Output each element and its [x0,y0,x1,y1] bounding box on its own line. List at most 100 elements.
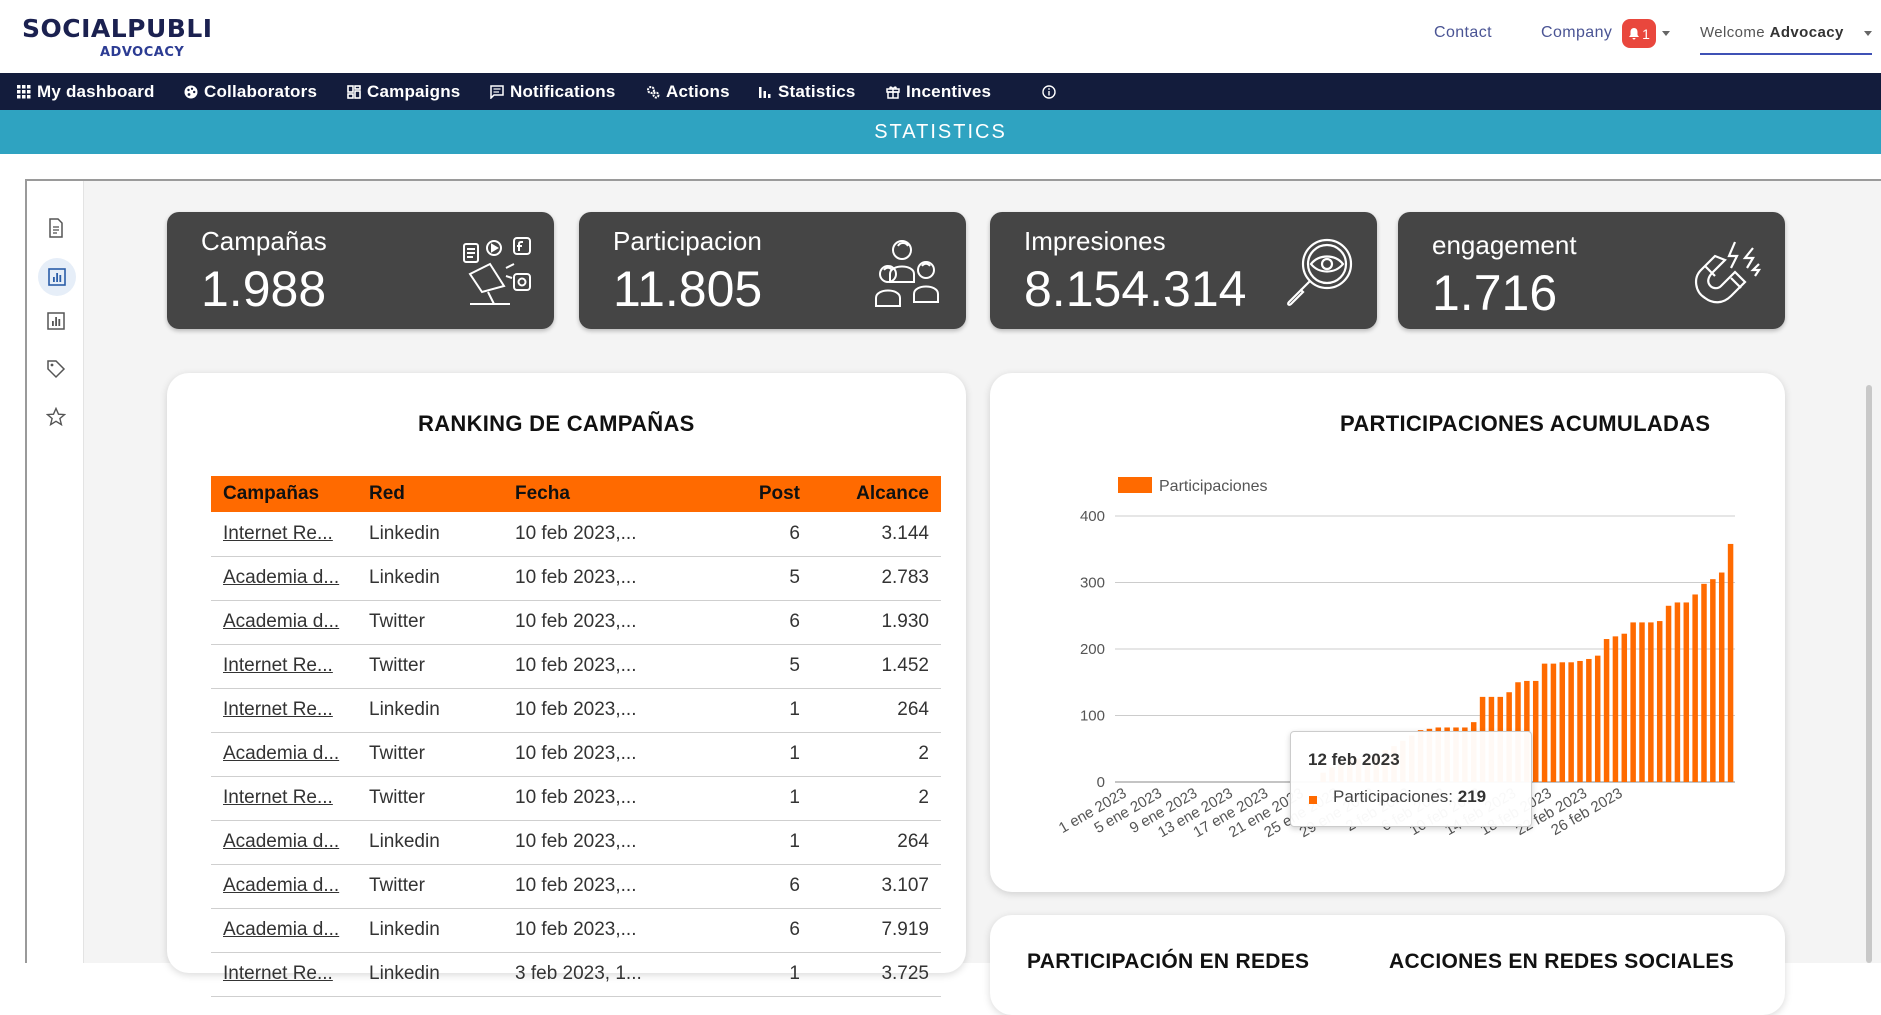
table-row: Internet Re... Twitter 10 feb 2023,... 5 1.4… [211,644,941,689]
nav-collaborators[interactable]: Collaborators [184,73,317,110]
kpi-card-campaigns: Campañas 1.988 [167,212,554,329]
sidebar-statistics[interactable] [38,258,76,296]
y-tick-label: 100 [1080,708,1105,725]
chart-bar[interactable] [1683,602,1690,782]
column-header-fecha[interactable]: Fecha [503,476,673,512]
cell-fecha: 10 feb 2023,... [503,732,673,777]
ranking-table: Campañas Red Fecha Post Alcance Internet… [211,476,941,997]
cell-post: 6 [673,600,812,645]
table-row: Internet Re... Linkedin 10 feb 2023,... 6 3.… [211,512,941,557]
participaciones-title: PARTICIPACIONES ACUMULADAS [1340,411,1711,436]
cell-red: Twitter [357,864,503,909]
chart-bar[interactable] [1639,622,1645,782]
sidebar-tags[interactable] [41,354,71,384]
cell-alcance: 7.919 [812,908,941,953]
user-caret-icon[interactable] [1864,31,1872,36]
cell-campana[interactable]: Academia d... [211,864,357,909]
sidebar-document[interactable] [41,213,71,243]
chart-bar[interactable] [1559,662,1566,782]
cell-red: Linkedin [357,952,503,997]
cell-fecha: 10 feb 2023,... [503,600,673,645]
info-button[interactable] [1042,73,1056,110]
cell-fecha: 10 feb 2023,... [503,556,673,601]
cell-post: 1 [673,952,812,997]
column-header-red[interactable]: Red [357,476,503,512]
chart-bar[interactable] [1727,543,1734,782]
cell-campana[interactable]: Academia d... [211,908,357,953]
kpi-label: Campañas [201,226,327,256]
table-row: Academia d... Linkedin 10 feb 2023,... 5 2.7… [211,556,941,601]
cell-campana[interactable]: Internet Re... [211,512,357,557]
cell-post: 6 [673,512,812,557]
column-header-campanas[interactable]: Campañas [211,476,357,512]
cell-campana[interactable]: Academia d... [211,556,357,601]
chart-bar[interactable] [1674,602,1681,782]
cell-alcance: 2.783 [812,556,941,601]
cell-red: Linkedin [357,908,503,953]
kpi-label: engagement [1432,230,1577,260]
chart-bar[interactable] [1630,622,1636,782]
cell-campana[interactable]: Internet Re... [211,776,357,821]
y-tick-label: 200 [1080,641,1105,658]
chart-bar[interactable] [1692,594,1698,782]
kpi-card-participacion: Participacion 11.805 [579,212,966,329]
chart-bar[interactable] [1701,583,1707,782]
chart-bar[interactable] [1541,663,1548,782]
legend-label[interactable]: Participaciones [1159,478,1268,495]
nav-statistics[interactable]: Statistics [758,73,856,110]
chart-bar[interactable] [1568,662,1574,782]
chart-bar[interactable] [1621,633,1628,782]
kpi-value: 1.988 [201,261,327,317]
cell-red: Twitter [357,776,503,821]
cell-campana[interactable]: Internet Re... [211,952,357,997]
cell-campana[interactable]: Internet Re... [211,644,357,689]
contact-link[interactable]: Contact [1434,24,1492,41]
chart-bar[interactable] [1577,660,1583,782]
notifications-badge[interactable]: 1 [1622,19,1656,48]
cell-campana[interactable]: Internet Re... [211,688,357,733]
chat-icon [490,84,504,99]
chart-bar[interactable] [1532,680,1539,782]
notification-count: 1 [1642,25,1650,42]
logo-subtext: ADVOCACY [100,45,185,60]
chart-bar[interactable] [1665,605,1672,782]
chart-bar[interactable] [1648,622,1654,782]
chart-bar[interactable] [1603,639,1610,782]
chart-bar[interactable] [1718,572,1725,782]
chart-bar[interactable] [1710,579,1716,782]
company-caret-icon[interactable] [1662,31,1670,36]
nav-actions[interactable]: Actions [646,73,730,110]
company-menu[interactable]: Company [1541,24,1613,41]
vertical-scrollbar[interactable] [1866,385,1872,963]
kpi-label: Participacion [613,226,762,256]
nav-my-dashboard[interactable]: My dashboard [17,73,155,110]
welcome-user-menu[interactable]: Welcome Advocacy [1700,24,1844,41]
chart-bar[interactable] [1586,658,1592,782]
cell-campana[interactable]: Academia d... [211,732,357,777]
sidebar-favorites[interactable] [41,402,71,432]
nav-notifications[interactable]: Notifications [490,73,616,110]
chart-bar[interactable] [1612,636,1619,782]
kpi-card-impresiones: Impresiones 8.154.314 [990,212,1377,329]
nav-incentives[interactable]: Incentives [886,73,991,110]
table-header-row: Campañas Red Fecha Post Alcance [211,476,941,512]
cell-campana[interactable]: Academia d... [211,600,357,645]
socialpubli-logo[interactable]: SOCIALPUBLI ADVOCACY [22,14,213,60]
column-header-alcance[interactable]: Alcance [812,476,941,512]
table-row: Academia d... Twitter 10 feb 2023,... 6 3.10… [211,864,941,909]
cell-alcance: 264 [812,688,941,733]
column-header-post[interactable]: Post [673,476,812,512]
chart-bar[interactable] [1594,655,1601,782]
palette-icon [184,85,198,98]
sidebar-report[interactable] [41,306,71,336]
chart-bar[interactable] [1656,621,1663,782]
chart-bar[interactable] [1550,663,1557,782]
cell-campana[interactable]: Academia d... [211,820,357,865]
y-tick-label: 300 [1080,575,1105,592]
nav-campaigns[interactable]: Campaigns [347,73,460,110]
table-row: Academia d... Linkedin 10 feb 2023,... 1 264 [211,820,941,865]
bar-chart-icon [759,86,771,98]
cell-alcance: 2 [812,732,941,777]
kpi-card-engagement: engagement 1.716 [1398,212,1785,329]
cell-post: 1 [673,776,812,821]
